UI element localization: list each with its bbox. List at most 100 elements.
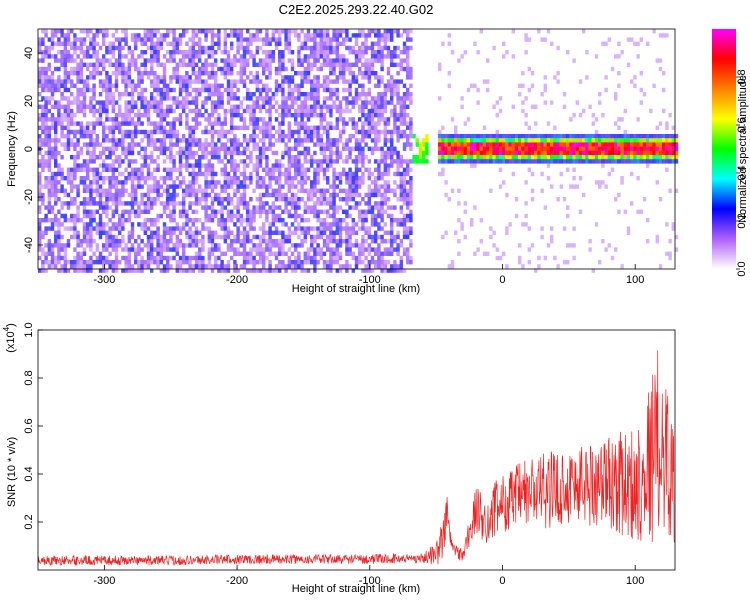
spectrogram-cell — [258, 87, 263, 93]
spectrogram-cell — [95, 176, 99, 181]
spectrogram-cell — [242, 37, 247, 42]
spectrogram-cell — [230, 155, 234, 160]
spectrogram-cell — [156, 146, 160, 151]
spectrogram-cell — [223, 180, 227, 185]
spectrogram-cell — [130, 188, 135, 193]
spectrogram-cell — [348, 184, 352, 189]
spectrogram-cell — [118, 171, 122, 177]
spectrogram-cell — [70, 117, 74, 122]
spectrogram-cell — [246, 184, 250, 189]
spectrogram-cell — [390, 142, 394, 147]
spectrogram-cell — [134, 184, 138, 189]
spectrogram-cell — [460, 96, 464, 101]
spectrogram-cell — [335, 29, 339, 34]
spectrogram-cell — [502, 150, 506, 156]
spectrogram-cell — [249, 176, 253, 181]
spectrogram-cell — [114, 45, 119, 51]
spectrogram-cell — [326, 260, 330, 265]
spectrogram-cell — [159, 146, 163, 151]
spectrogram-cell — [578, 155, 583, 160]
spectrogram-cell — [284, 192, 288, 198]
spectrogram-cell — [300, 230, 304, 235]
spectrogram-cell — [511, 54, 515, 59]
spectrogram-cell — [284, 234, 288, 240]
spectrogram-cell — [95, 29, 99, 34]
spectrogram-cell — [124, 167, 128, 172]
spectrogram-cell — [153, 121, 157, 126]
spectrogram-cell — [89, 121, 93, 126]
spectrogram-cell — [335, 62, 339, 67]
spectrogram-cell — [198, 239, 202, 244]
spectrogram-cell — [98, 218, 103, 223]
spectrogram-cell — [214, 197, 218, 202]
spectrogram-cell — [47, 201, 51, 206]
spectrogram-cell — [185, 79, 189, 84]
spectrogram-cell — [223, 268, 227, 273]
spectrogram-cell — [223, 37, 227, 42]
spectrogram-cell — [322, 192, 327, 198]
spectrogram-cell — [185, 100, 189, 105]
spectrogram-cell — [233, 62, 237, 67]
spectrogram-cell — [390, 29, 394, 34]
spectrogram-cell — [98, 142, 103, 147]
spectrogram-cell — [274, 255, 279, 261]
spectrogram-cell — [527, 134, 531, 139]
spectrogram-cell — [76, 45, 80, 51]
spectrogram-cell — [242, 159, 247, 164]
spectrogram-cell — [127, 113, 131, 118]
spectrogram-cell — [66, 239, 71, 244]
spectrogram-cell — [226, 96, 231, 101]
spectrogram-cell — [127, 218, 131, 223]
spectrogram-cell — [300, 58, 304, 63]
spectrogram-cell — [409, 134, 413, 139]
spectrogram-cell — [393, 159, 397, 164]
spectrogram-cell — [390, 138, 394, 143]
spectrogram-cell — [47, 209, 51, 214]
spectrogram-cell — [169, 121, 173, 126]
spectrogram-cell — [223, 234, 227, 240]
spectrogram-cell — [41, 29, 45, 34]
spectrogram-cell — [354, 230, 359, 235]
spectrogram-cell — [287, 37, 291, 42]
spectrogram-cell — [73, 100, 77, 105]
spectrogram-cell — [220, 197, 224, 202]
spectrogram-cell — [246, 142, 250, 147]
spectrogram-cell — [278, 159, 282, 164]
spectrogram-cell — [76, 205, 80, 210]
spectrogram-cell — [60, 234, 64, 240]
spectrogram-cell — [137, 184, 141, 189]
spectrogram-cell — [118, 62, 122, 67]
spectrogram-cell — [57, 226, 61, 231]
spectrogram-cell — [274, 188, 279, 193]
spectrogram-cell — [492, 159, 496, 164]
spectrogram-cell — [306, 96, 311, 101]
spectrogram-cell — [274, 100, 279, 105]
spectrogram-cell — [329, 87, 333, 93]
spectrogram-cell — [66, 121, 71, 126]
spectrogram-cell — [207, 230, 211, 235]
spectrogram-cell — [178, 121, 183, 126]
spectrogram-cell — [185, 146, 189, 151]
spectrogram-cell — [287, 180, 291, 185]
spectrogram-cell — [348, 226, 352, 231]
spectrogram-cell — [127, 146, 131, 151]
spectrogram-cell — [348, 117, 352, 122]
spectrogram-cell — [242, 239, 247, 244]
spectrogram-cell — [358, 117, 362, 122]
spectrogram-cell — [172, 29, 176, 34]
spectrogram-cell — [444, 134, 448, 139]
spectrogram-cell — [367, 251, 371, 256]
spectrogram-cell — [210, 171, 215, 177]
spectrogram-cell — [230, 117, 234, 122]
spectrogram-cell — [134, 45, 138, 51]
spectrogram-cell — [287, 83, 291, 88]
spectrogram-cell — [300, 92, 304, 97]
spectrogram-cell — [396, 230, 400, 235]
spectrogram-cell — [175, 247, 179, 252]
spectrogram-cell — [204, 96, 208, 101]
spectrogram-cell — [482, 134, 487, 139]
spectrogram-cell — [194, 100, 199, 105]
spectrogram-cell — [169, 247, 173, 252]
spectrogram-cell — [105, 138, 109, 143]
spectrogram-cell — [284, 150, 288, 156]
